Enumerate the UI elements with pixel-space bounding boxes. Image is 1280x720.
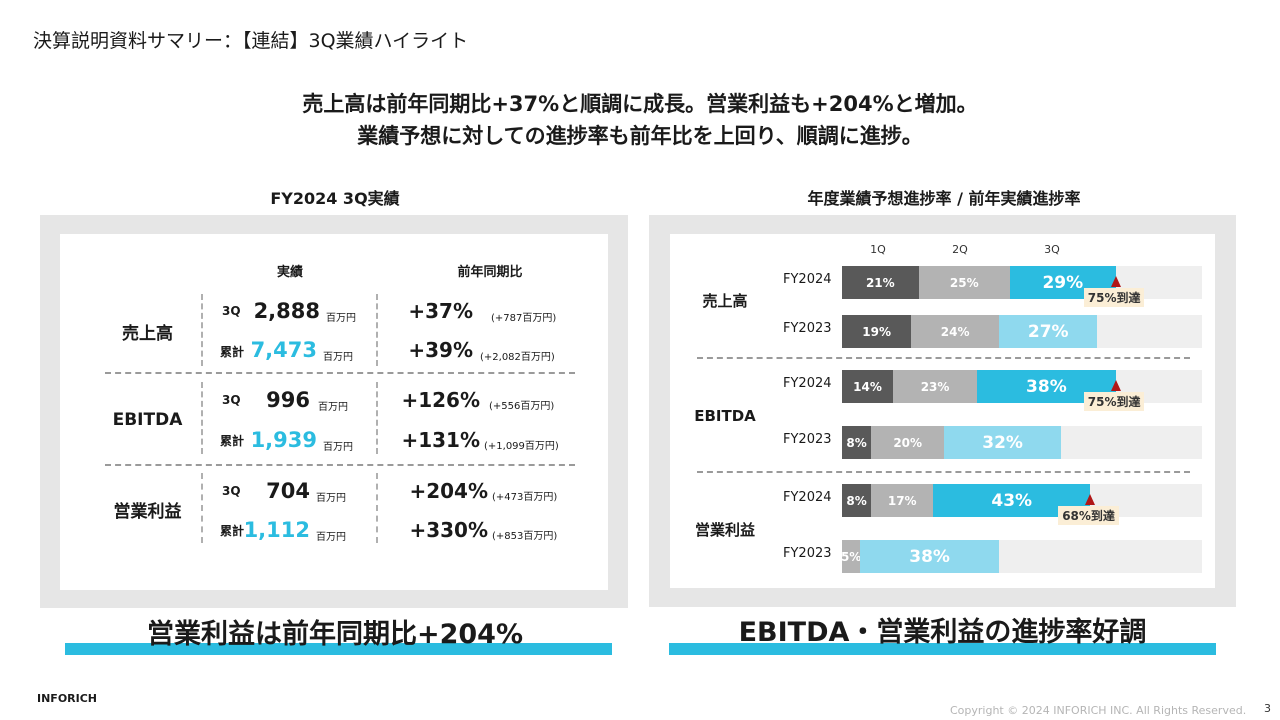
segment-1q: 8% (842, 426, 872, 459)
row-tag-3q: 3Q (222, 393, 241, 407)
quarter-header-3q: 3Q (1044, 243, 1060, 256)
conclusion-underline (65, 643, 612, 655)
op-profit-3q-yoy: +204% (409, 479, 488, 503)
segment-2q: 20% (871, 426, 945, 459)
unit-label: 百万円 (316, 532, 346, 543)
revenue-cum-value: 7,473 (250, 338, 317, 362)
results-table-card (60, 234, 608, 590)
divider (201, 294, 203, 366)
copyright: Copyright © 2024 INFORICH INC. All Right… (950, 704, 1247, 717)
row-tag-cumulative: 累計 (220, 524, 245, 538)
achievement-label: 75%到達 (1083, 392, 1145, 411)
divider (201, 473, 203, 543)
right-panel-title: 年度業績予想進捗率 / 前年実績進捗率 (807, 189, 1081, 208)
row-tag-cumulative: 累計 (220, 345, 245, 359)
progress-metric-revenue: 売上高 (702, 292, 748, 310)
right-conclusion: EBITDA・営業利益の進捗率好調 (738, 617, 1147, 648)
left-panel-title: FY2024 3Q実績 (270, 189, 400, 208)
segment-2q: 5% (842, 540, 861, 573)
segment-1q: 8% (842, 484, 872, 517)
segment-3q: 38% (860, 540, 999, 573)
op-profit-cum-yoy-detail: (+853百万円) (492, 531, 558, 542)
divider (376, 473, 378, 543)
page-title: 決算説明資料サマリー：【連結】3Q業績ハイライト (33, 30, 469, 52)
revenue-cum-yoy-detail: (+2,082百万円) (480, 352, 555, 363)
ebitda-3q-yoy-detail: (+556百万円) (489, 401, 555, 412)
segment-2q: 25% (918, 266, 1010, 299)
metric-name-revenue: 売上高 (122, 324, 173, 344)
segment-1q: 21% (842, 266, 919, 299)
row-tag-cumulative: 累計 (220, 434, 245, 448)
unit-label: 百万円 (318, 402, 348, 413)
unit-label: 百万円 (323, 352, 353, 363)
ebitda-cum-value: 1,939 (250, 428, 317, 452)
unit-label: 百万円 (316, 493, 346, 504)
ebitda-3q-value: 996 (266, 388, 310, 412)
achievement-label: 75%到達 (1083, 288, 1145, 307)
progress-metric-ebitda: EBITDA (694, 407, 756, 425)
achievement-marker-icon (1085, 494, 1096, 505)
achievement-label: 68%到達 (1058, 506, 1119, 525)
revenue-3q-yoy: +37% (408, 299, 473, 323)
chart-divider (697, 471, 1190, 473)
headline-line-2: 業績予想に対しての進捗率も前年比を上回り、順調に進捗。 (357, 124, 923, 148)
op-profit-3q-value: 704 (266, 479, 310, 503)
col-header-actual: 実績 (276, 265, 303, 280)
metric-name-ebitda: EBITDA (112, 410, 183, 430)
ebitda-cum-yoy-detail: (+1,099百万円) (484, 441, 559, 452)
segment-2q: 23% (893, 370, 978, 403)
left-conclusion: 営業利益は前年同期比+204% (146, 619, 524, 650)
divider (376, 294, 378, 366)
achievement-marker-icon (1110, 380, 1121, 391)
segment-3q: 27% (998, 315, 1098, 348)
segment-3q: 32% (944, 426, 1061, 459)
segment-2q: 17% (871, 484, 934, 517)
divider (201, 382, 203, 454)
row-divider (105, 372, 575, 374)
quarter-header-1q: 1Q (870, 243, 886, 256)
page-number: 3 (1264, 702, 1271, 715)
ebitda-cum-yoy: +131% (401, 428, 480, 452)
op-profit-cum-yoy: +330% (409, 518, 488, 542)
fiscal-year-label: FY2024 (783, 490, 832, 505)
ebitda-3q-yoy: +126% (401, 388, 480, 412)
segment-2q: 24% (911, 315, 999, 348)
fiscal-year-label: FY2024 (783, 272, 832, 287)
op-profit-cum-value: 1,112 (243, 518, 310, 542)
revenue-cum-yoy: +39% (408, 338, 473, 362)
fiscal-year-label: FY2023 (783, 432, 832, 447)
segment-1q: 14% (842, 370, 894, 403)
op-profit-3q-yoy-detail: (+473百万円) (492, 492, 558, 503)
fiscal-year-label: FY2024 (783, 376, 832, 391)
revenue-3q-value: 2,888 (253, 299, 320, 323)
unit-label: 百万円 (323, 442, 353, 453)
row-divider (105, 464, 575, 466)
chart-divider (697, 357, 1190, 359)
achievement-marker-icon (1110, 276, 1121, 287)
conclusion-underline (669, 643, 1216, 655)
revenue-3q-yoy-detail: (+787百万円) (491, 313, 557, 324)
headline-line-1: 売上高は前年同期比+37%と順調に成長。営業利益も+204%と増加。 (302, 92, 978, 116)
quarter-header-2q: 2Q (952, 243, 968, 256)
fiscal-year-label: FY2023 (783, 321, 832, 336)
brand-logo-text: INFORICH (37, 692, 98, 705)
unit-label: 百万円 (326, 313, 356, 324)
col-header-yoy: 前年同期比 (457, 265, 523, 280)
fiscal-year-label: FY2023 (783, 546, 832, 561)
progress-metric-operating-profit: 営業利益 (694, 521, 755, 539)
divider (376, 382, 378, 454)
row-tag-3q: 3Q (222, 484, 241, 498)
segment-1q: 19% (842, 315, 912, 348)
row-tag-3q: 3Q (222, 304, 241, 318)
segment-3q: 29% (1009, 266, 1116, 299)
metric-name-operating-profit: 営業利益 (113, 502, 182, 522)
